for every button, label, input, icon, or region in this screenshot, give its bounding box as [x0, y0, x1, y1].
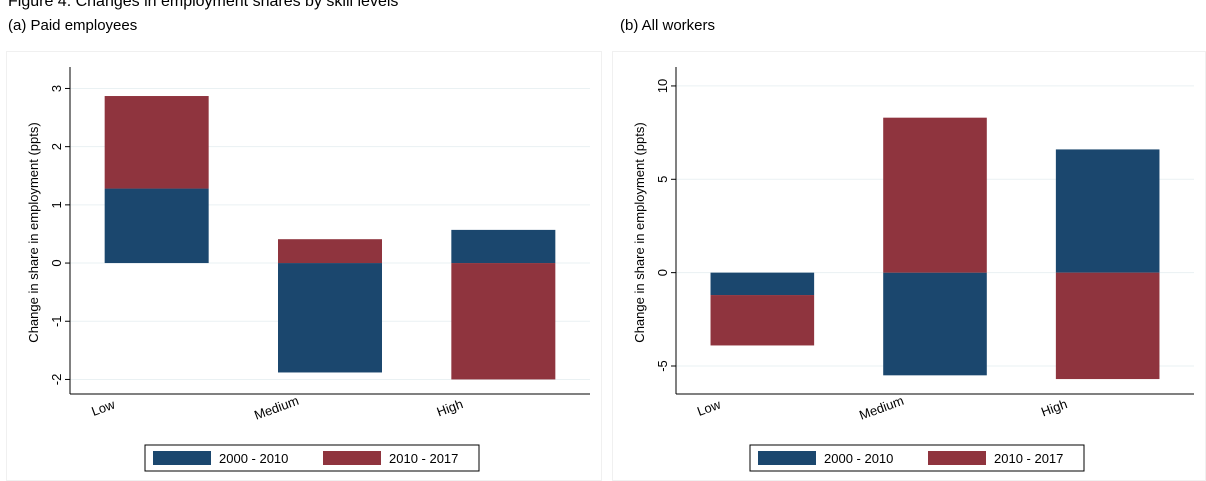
- panel-b-ytick-label: -5: [655, 360, 670, 372]
- panel-a-ytick-label: -1: [49, 315, 64, 327]
- panel-b-legend-label: 2000 - 2010: [824, 451, 893, 466]
- panel-a-bar-high-series-1: [451, 229, 556, 264]
- panel-b-bar-medium-series-2: [883, 117, 987, 273]
- panel-b-bar-low-series-1: [710, 272, 815, 296]
- panel-a-ytick-label: 1: [49, 201, 64, 208]
- panel-a-label: (a) Paid employees: [8, 17, 138, 34]
- panel-a-legend-label: 2000 - 2010: [219, 451, 288, 466]
- panel-a-ytick-label: -2: [49, 374, 64, 386]
- panel-b-bar-medium-series-1: [883, 272, 987, 376]
- panel-a-bar-medium-series-1: [278, 263, 382, 373]
- panel-a-ytick-label: 2: [49, 143, 64, 150]
- panel-a-y-axis-label: Change in share in employment (ppts): [26, 122, 41, 342]
- panel-a-legend-label: 2010 - 2017: [389, 451, 458, 466]
- panel-a-bar-medium-series-2: [278, 239, 382, 264]
- panel-b-legend-swatch: [928, 451, 986, 465]
- panel-a-bar-low-series-1: [104, 188, 209, 264]
- panel-a-category-label: Low: [89, 396, 117, 418]
- panel-b-legend-swatch: [758, 451, 816, 465]
- panel-b-legend-label: 2010 - 2017: [994, 451, 1063, 466]
- panel-b-ytick-label: 5: [655, 176, 670, 183]
- panel-b-label: (b) All workers: [620, 17, 716, 34]
- panel-a-ytick-label: 3: [49, 85, 64, 92]
- panel-a-legend-swatch: [323, 451, 381, 465]
- panel-b-ytick-label: 10: [655, 79, 670, 93]
- panel-b-category-label: Low: [695, 396, 723, 418]
- panel-a-category-label: High: [435, 396, 465, 419]
- panel-b-category-label: High: [1039, 396, 1069, 419]
- chart-panel-b: -5 0 5 10 Low Medium High Change in share in em…: [612, 51, 1206, 481]
- panel-b-category-label: Medium: [857, 393, 906, 423]
- panel-b-ytick-label: 0: [655, 269, 670, 276]
- panel-a-legend-swatch: [153, 451, 211, 465]
- chart-panel-a: -2 -1 0 1 2 3 Low Medium High Change in share in …: [6, 51, 602, 481]
- figure-title: Figure 4: Changes in employment shares b…: [8, 0, 399, 10]
- panel-b-bar-high-series-1: [1055, 149, 1160, 273]
- panel-a-bar-high-series-2: [451, 263, 556, 380]
- panel-a-bar-low-series-2: [104, 96, 209, 189]
- panel-b-bar-high-series-2: [1055, 272, 1160, 380]
- panel-a-category-label: Medium: [252, 393, 301, 423]
- panel-b-y-axis-label: Change in share in employment (ppts): [632, 122, 647, 342]
- panel-b-bar-low-series-2: [710, 295, 815, 346]
- panel-a-ytick-label: 0: [49, 259, 64, 266]
